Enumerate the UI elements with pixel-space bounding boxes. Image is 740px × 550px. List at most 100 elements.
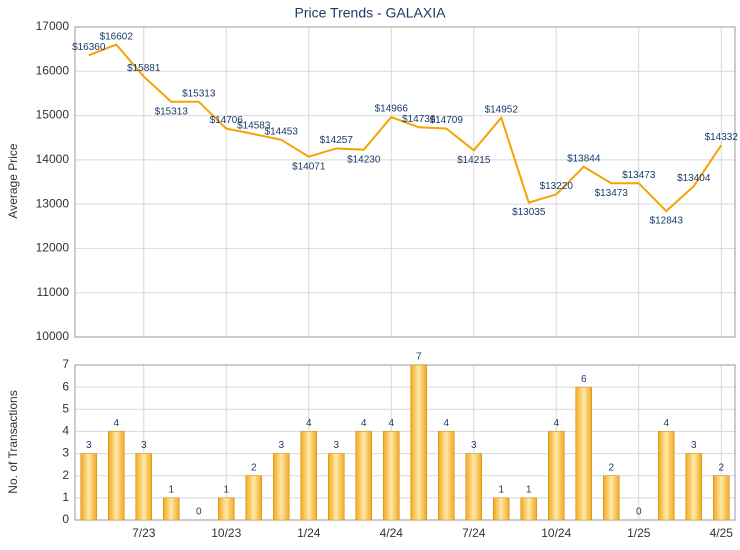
bar-label: 4 [113,418,119,429]
bar-label: 0 [636,507,642,518]
y-tick-label: 2 [62,468,69,482]
bar [328,453,345,521]
x-tick-label: 1/25 [627,526,651,540]
bar [493,497,510,521]
data-label: $14583 [237,121,271,132]
bar-label: 2 [251,462,257,473]
bar [108,431,125,521]
bar-label: 4 [663,418,669,429]
bar [218,497,235,521]
data-label: $14257 [320,135,354,146]
chart-title: Price Trends - GALAXIA [295,5,447,21]
x-tick-label: 7/24 [462,526,486,540]
bar-label: 1 [223,484,229,495]
bar [383,431,400,521]
bar [80,453,97,521]
y-tick-label: 11000 [37,285,70,299]
data-label: $13220 [540,181,574,192]
bar-label: 3 [333,440,339,451]
x-tick-label: 10/23 [211,526,241,540]
bar-label: 3 [471,440,477,451]
data-label: $16602 [100,31,134,42]
x-tick-label: 4/25 [710,526,734,540]
y-tick-label: 17000 [36,19,70,33]
bar-label: 3 [141,440,147,451]
bar-label: 4 [361,418,367,429]
y-tick-label: 13000 [36,196,70,210]
bar-label: 1 [498,484,504,495]
bar-label: 4 [443,418,449,429]
data-label: $13473 [595,188,629,199]
bar [713,475,730,521]
data-label: $14709 [430,115,464,126]
y-axis-label: Average Price [6,143,20,218]
data-label: $13404 [677,173,711,184]
y-tick-label: 6 [62,379,69,393]
data-label: $15313 [182,88,216,99]
data-label: $14966 [375,104,409,115]
price-line [88,43,723,213]
bar-label: 3 [86,440,92,451]
y-tick-label: 10000 [36,329,70,343]
y-tick-label: 3 [62,446,69,460]
bar [273,453,290,521]
x-tick-label: 7/23 [132,526,156,540]
data-label: $14215 [457,155,491,166]
bar [685,453,702,521]
bar [135,453,152,521]
bar [603,475,620,521]
bar-label: 4 [553,418,559,429]
bar [438,431,455,521]
bar-label: 3 [691,440,697,451]
y-tick-label: 15000 [36,108,70,122]
data-label: $16360 [72,42,106,53]
bar [575,386,592,521]
data-label: $14736 [402,114,436,125]
data-label: $15881 [127,63,161,74]
bar [355,431,372,521]
plot-frame [74,364,736,521]
y-tick-label: 12000 [36,241,70,255]
bar-label: 2 [608,462,614,473]
bar [163,497,180,521]
y-tick-label: 7 [62,357,69,371]
bar-label: 6 [581,374,587,385]
data-label: $14071 [292,161,326,172]
bar [658,431,675,521]
bar-label: 4 [388,418,394,429]
y-tick-label: 1 [62,490,69,504]
data-label: $14230 [347,154,381,165]
bar-label: 7 [416,352,422,363]
bar [465,453,482,521]
bar [548,431,565,521]
x-tick-label: 4/24 [380,526,404,540]
x-tick-label: 1/24 [297,526,321,540]
data-label: $13473 [622,170,656,181]
data-label: $15313 [155,106,189,117]
bar-label: 2 [718,462,724,473]
data-label: $12843 [650,216,684,227]
data-label: $14453 [265,126,299,137]
bar-label: 4 [306,418,312,429]
bar [520,497,537,521]
y-tick-label: 5 [62,401,69,415]
bar [300,431,317,521]
data-label: $13035 [512,207,546,218]
bar-label: 1 [526,484,532,495]
y-tick-label: 0 [62,512,69,526]
bar-label: 0 [196,507,202,518]
data-label: $14706 [210,115,244,126]
bar-label: 3 [278,440,284,451]
data-label: $14332 [705,132,739,143]
data-label: $14952 [485,104,519,115]
x-tick-label: 10/24 [541,526,571,540]
y-tick-label: 4 [62,424,69,438]
y-tick-label: 14000 [36,152,70,166]
bar [410,364,427,521]
bar-label: 1 [168,484,174,495]
data-label: $13844 [567,153,601,164]
y-axis-label: No. of Transactions [6,390,20,493]
bar [245,475,262,521]
